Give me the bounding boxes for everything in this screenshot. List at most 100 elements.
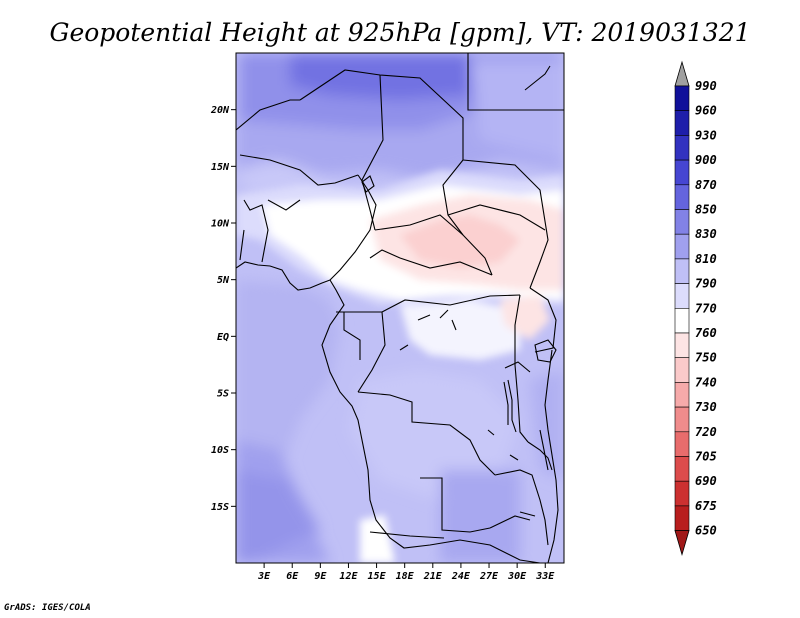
colorbar-label: 990 — [695, 79, 717, 93]
border-chad-west — [361, 74, 384, 231]
x-tick-label: 27E — [479, 571, 499, 582]
colorbar-label: 675 — [695, 499, 717, 513]
x-axis: 3E 6E 9E 12E 15E 18E 21E 24E 27E 30E 33E — [257, 563, 555, 582]
x-tick-label: 33E — [535, 571, 555, 582]
map-boundaries — [236, 53, 564, 563]
border-egypt-sudan — [467, 53, 564, 111]
border-drc-angola — [357, 391, 496, 476]
border-gabon-congo — [343, 312, 361, 360]
rivers-inland — [399, 309, 536, 517]
x-tick-label: 6E — [286, 571, 299, 582]
colorbar-label: 930 — [695, 128, 717, 142]
colorbar-swatch — [674, 480, 690, 507]
x-tick-label: 18E — [396, 571, 415, 582]
y-tick-label: 5N — [217, 275, 230, 286]
colorbar-label: 750 — [695, 351, 717, 365]
colorbar-swatch — [674, 184, 690, 210]
colorbar-min-arrow — [674, 530, 690, 557]
border-libya-chad — [299, 69, 464, 160]
border-zambia-east — [494, 469, 549, 546]
colorbar-swatch — [674, 431, 690, 457]
x-tick-label: 24E — [451, 571, 471, 582]
field-contour-760-angola — [360, 515, 395, 563]
colorbar-swatch — [674, 233, 690, 260]
x-tick-label: 15E — [368, 571, 387, 582]
border-namibia — [369, 531, 445, 539]
lake-victoria — [534, 339, 557, 363]
colorbar-swatch — [674, 456, 690, 482]
border-south-sudan — [462, 159, 549, 289]
coastline-east-africa — [544, 349, 559, 563]
border-car-north — [374, 214, 493, 276]
field-contour-810-south — [236, 470, 320, 563]
y-axis: 20N 15N 10N 5N EQ 5S 10S 15S — [210, 105, 236, 513]
colorbar-swatch — [674, 159, 690, 186]
colorbar-label: 705 — [695, 450, 717, 464]
border-west-coast-segments — [239, 199, 301, 263]
colorbar-label: 730 — [695, 400, 717, 414]
colorbar-swatch — [674, 283, 690, 309]
x-tick-label: 9E — [314, 571, 327, 582]
y-tick-label: 10S — [211, 445, 229, 456]
field-contour-770-south — [350, 370, 520, 500]
height-field — [236, 53, 564, 563]
colorbar-label: 770 — [695, 301, 717, 315]
lake-tanganyika — [503, 379, 517, 433]
colorbar-label: 790 — [695, 277, 717, 291]
colorbar-swatch — [674, 258, 690, 284]
grads-credit: GrADS: IGES/COLA — [4, 603, 91, 613]
coastline-red-sea — [524, 65, 551, 91]
x-tick-label: 12E — [339, 571, 358, 582]
colorbar-max-arrow — [674, 60, 690, 87]
colorbar-label: 690 — [695, 474, 717, 488]
x-tick-label: 3E — [257, 571, 271, 582]
colorbar: 990 960 930 900 870 850 830 810 790 770 760 750 740 7… — [674, 60, 717, 557]
field-contour-740 — [400, 215, 520, 268]
colorbar-swatch — [674, 110, 690, 136]
border-uganda-kenya — [529, 287, 557, 353]
border-car-south — [369, 249, 493, 276]
colorbar-label: 810 — [695, 252, 717, 266]
colorbar-swatch — [674, 357, 690, 383]
border-niger-algeria — [236, 99, 300, 131]
colorbar-swatch — [674, 307, 690, 334]
border-tanzania — [527, 441, 553, 471]
x-tick-label: 30E — [507, 571, 527, 582]
border-rwanda — [504, 361, 531, 373]
border-sudan-ss — [447, 204, 546, 231]
y-tick-label: 5S — [217, 389, 229, 400]
coastline-west-africa — [236, 261, 541, 563]
x-tick-label: 21E — [423, 571, 443, 582]
y-tick-label: 20N — [210, 105, 230, 116]
colorbar-swatch — [674, 209, 690, 235]
field-contour-750-east — [500, 295, 550, 340]
colorbar-swatch — [674, 505, 690, 531]
colorbar-label: 740 — [695, 375, 717, 389]
colorbar-label: 830 — [695, 227, 717, 241]
chart-title: Geopotential Height at 925hPa [gpm], VT:… — [49, 18, 751, 47]
border-cameroon-gabon — [336, 311, 386, 393]
colorbar-swatch — [674, 135, 690, 161]
y-tick-label: 10N — [211, 219, 230, 230]
border-drc-east — [514, 294, 529, 443]
y-tick-label: 15S — [211, 502, 229, 513]
y-tick-label: 15N — [211, 162, 230, 173]
colorbar-label: 850 — [695, 203, 717, 217]
colorbar-swatch — [674, 382, 690, 408]
border-angola-zambia — [420, 477, 491, 533]
colorbar-label: 650 — [695, 524, 717, 538]
lake-chad — [361, 175, 375, 193]
colorbar-label: 720 — [695, 425, 717, 439]
border-drc-car — [381, 294, 521, 313]
colorbar-label: 960 — [695, 104, 717, 118]
colorbar-swatch — [674, 85, 690, 112]
field-contour-810-southeast — [440, 470, 520, 563]
colorbar-label: 900 — [695, 153, 717, 167]
lake-malawi — [539, 429, 549, 471]
colorbar-label: 760 — [695, 326, 717, 340]
colorbar-label: 870 — [695, 178, 717, 192]
colorbar-swatch — [674, 406, 690, 433]
border-chad-sudan — [442, 159, 464, 236]
